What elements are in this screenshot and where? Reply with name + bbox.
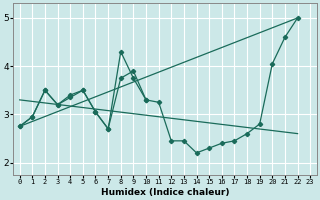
X-axis label: Humidex (Indice chaleur): Humidex (Indice chaleur) — [101, 188, 229, 197]
